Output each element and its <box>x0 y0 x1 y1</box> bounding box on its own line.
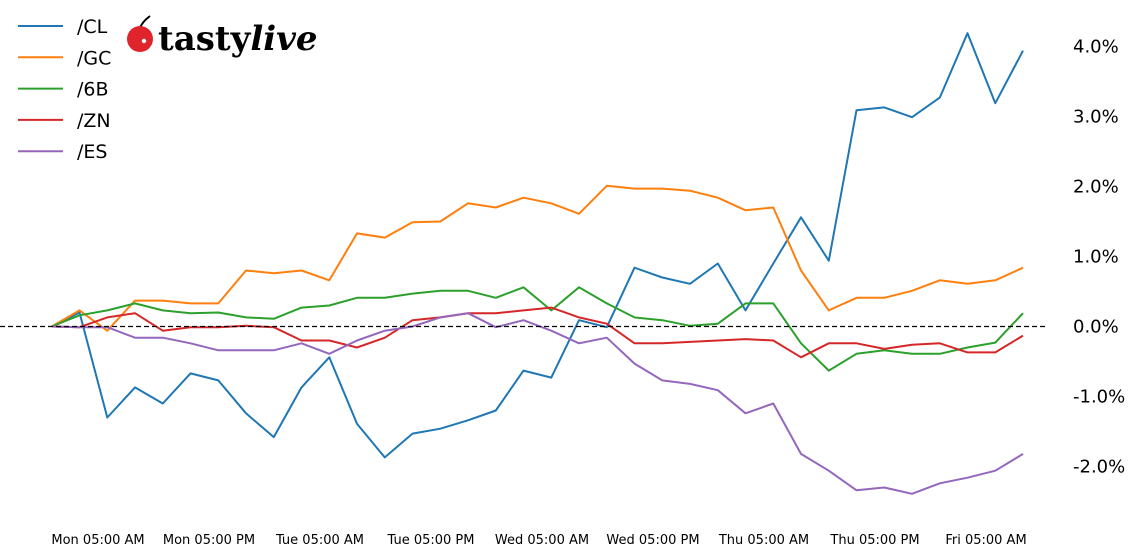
series-line-es <box>51 312 1024 495</box>
y-tick-label: 4.0% <box>1073 37 1119 58</box>
x-tick-label: Tue 05:00 PM <box>387 533 475 548</box>
x-tick-label: Tue 05:00 AM <box>275 533 364 548</box>
legend-label: /ZN <box>77 110 111 132</box>
series-line-zn <box>51 306 1024 359</box>
x-axis: Mon 05:00 AM Mon 05:00 PM Tue 05:00 AM Tue … <box>51 533 1026 548</box>
logo-text-tasty: tasty <box>158 19 252 59</box>
series-line-cl <box>51 32 1024 459</box>
y-tick-label: 3.0% <box>1073 107 1119 128</box>
x-tick-label: Thu 05:00 AM <box>718 533 809 548</box>
x-tick-label: Thu 05:00 PM <box>829 533 919 548</box>
y-tick-label: -1.0% <box>1073 387 1125 408</box>
logo-text-live: live <box>250 19 317 59</box>
y-tick-label: -2.0% <box>1073 457 1125 478</box>
y-tick-label: 1.0% <box>1073 247 1119 268</box>
cherry-highlight <box>141 38 147 44</box>
tastylive-logo: tastylive <box>127 15 318 59</box>
cherry-icon <box>127 26 153 52</box>
x-tick-label: Wed 05:00 AM <box>495 533 589 548</box>
legend-label: /GC <box>77 47 111 69</box>
y-tick-label: 0.0% <box>1073 317 1119 338</box>
legend-label: /6B <box>77 79 109 101</box>
y-tick-label: 2.0% <box>1073 177 1119 198</box>
y-axis: -2.0% -1.0% 0.0% 1.0% 2.0% 3.0% 4.0% <box>1073 37 1125 478</box>
series-lines <box>51 32 1024 495</box>
series-line-gc <box>51 184 1024 332</box>
x-tick-label: Fri 05:00 AM <box>945 533 1026 548</box>
x-tick-label: Mon 05:00 PM <box>163 533 255 548</box>
x-tick-label: Wed 05:00 PM <box>606 533 699 548</box>
svg-text:tastylive: tastylive <box>158 19 318 59</box>
legend-label: /ES <box>77 141 107 163</box>
x-tick-label: Mon 05:00 AM <box>51 533 144 548</box>
series-line-6b <box>51 286 1024 372</box>
legend: /CL/GC/6B/ZN/ES <box>18 16 111 163</box>
legend-label: /CL <box>77 16 108 38</box>
